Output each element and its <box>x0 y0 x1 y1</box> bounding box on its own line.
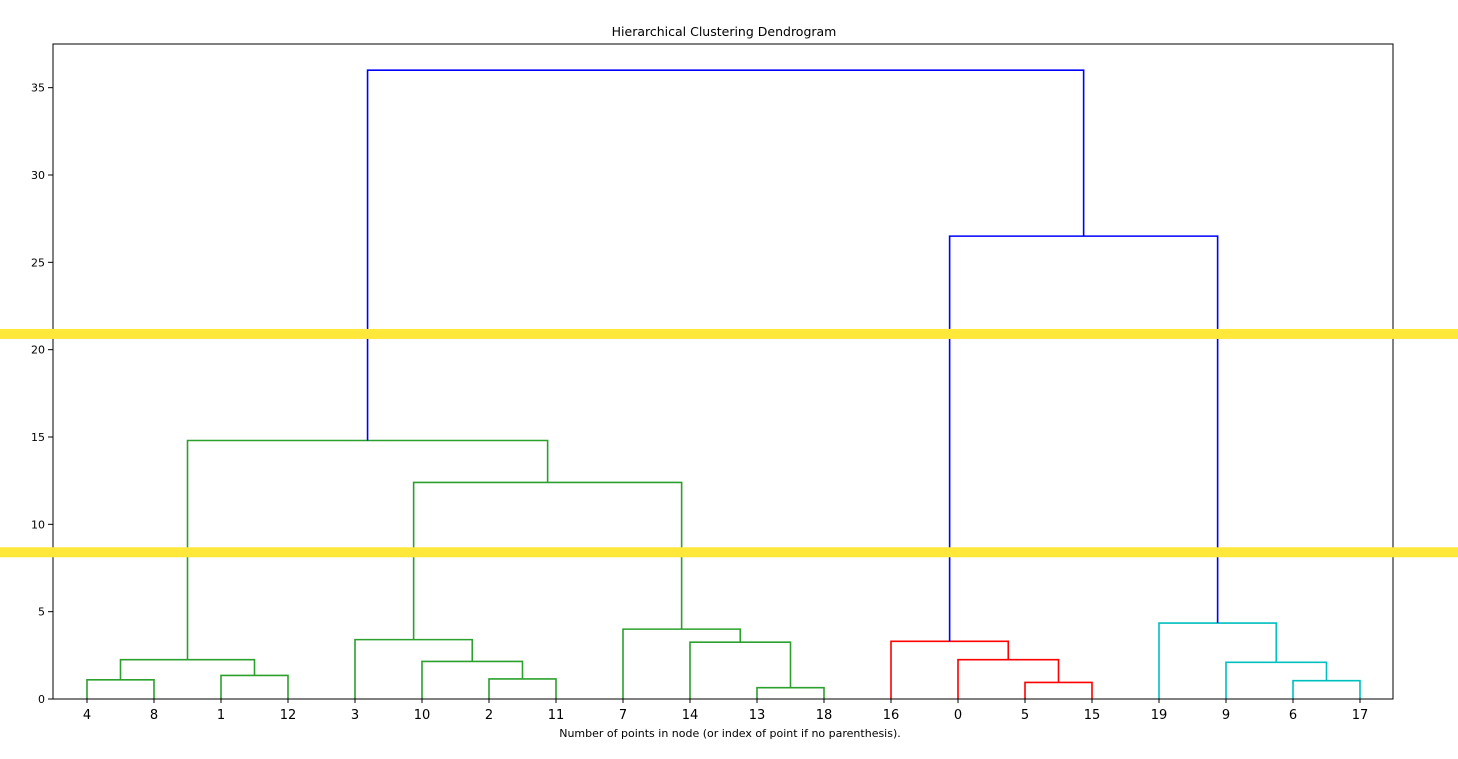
leaf-label: 6 <box>1289 708 1297 723</box>
dendrogram-link <box>890 640 1010 699</box>
dendrogram-link <box>220 674 289 699</box>
leaf-label: 18 <box>816 708 833 723</box>
leaf-label: 7 <box>619 708 627 723</box>
y-tick-label: 30 <box>31 169 45 182</box>
dendrogram-link <box>957 658 1060 699</box>
leaf-label: 8 <box>150 708 158 723</box>
y-tick-label: 5 <box>38 606 45 619</box>
dendrogram-link <box>948 235 1219 642</box>
dendrogram-links <box>86 69 1361 699</box>
leaf-label: 19 <box>1151 708 1168 723</box>
leaf-label: 16 <box>883 708 900 723</box>
dendrogram-link <box>366 69 1085 441</box>
dendrogram-link <box>622 628 742 699</box>
leaf-label: 14 <box>682 708 699 723</box>
leaf-label: 15 <box>1084 708 1101 723</box>
dendrogram-link <box>86 678 155 699</box>
dendrogram-link <box>1024 681 1093 699</box>
chart-title: Hierarchical Clustering Dendrogram <box>612 24 837 39</box>
dendrogram-link <box>689 641 792 699</box>
dendrogram-link <box>488 678 557 699</box>
dendrogram-link <box>1158 622 1278 699</box>
dendrogram-link <box>1292 679 1361 699</box>
x-axis-label: Number of points in node (or index of po… <box>559 727 901 740</box>
leaf-label: 11 <box>548 708 565 723</box>
x-axis-leaf-labels: 4 8 1 12 3 10 2 11 7 14 13 18 16 0 5 15 19 9 6 17 <box>83 699 1368 723</box>
leaf-label: 2 <box>485 708 493 723</box>
dendrogram-link <box>354 638 474 699</box>
dendrogram-link <box>412 481 683 640</box>
leaf-label: 5 <box>1021 708 1029 723</box>
y-tick-label: 10 <box>31 518 45 531</box>
leaf-label: 17 <box>1352 708 1369 723</box>
y-tick-label: 25 <box>31 256 45 269</box>
dendrogram-link <box>119 658 256 680</box>
y-tick-label: 15 <box>31 431 45 444</box>
cut-line <box>0 547 1458 558</box>
cut-lines <box>0 328 1458 558</box>
leaf-label: 3 <box>351 708 359 723</box>
leaf-label: 12 <box>280 708 297 723</box>
plot-frame <box>52 43 1394 700</box>
y-axis: 0 5 10 15 20 25 30 35 <box>31 82 53 706</box>
y-tick-label: 0 <box>38 693 45 706</box>
leaf-label: 0 <box>954 708 962 723</box>
y-tick-label: 20 <box>31 344 45 357</box>
dendrogram-link <box>756 686 825 699</box>
y-tick-label: 35 <box>31 82 45 95</box>
leaf-label: 4 <box>83 708 91 723</box>
leaf-label: 10 <box>414 708 431 723</box>
leaf-label: 9 <box>1222 708 1230 723</box>
dendrogram-link <box>421 660 524 699</box>
leaf-label: 13 <box>749 708 766 723</box>
cut-line <box>0 328 1458 339</box>
leaf-label: 1 <box>217 708 225 723</box>
